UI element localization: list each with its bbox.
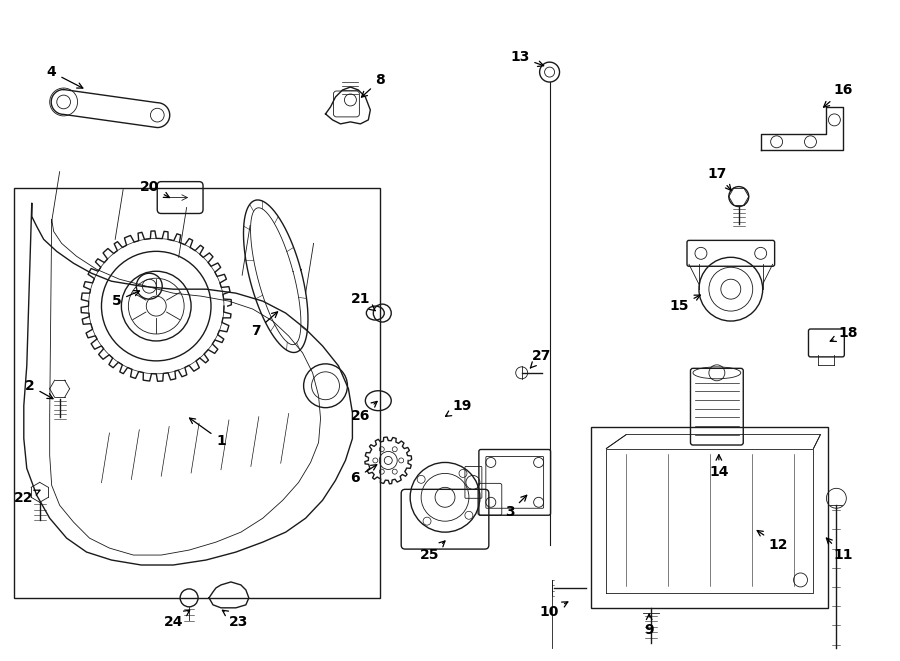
Text: 22: 22: [14, 490, 40, 505]
Bar: [14, 188, 381, 598]
Text: 2: 2: [25, 379, 53, 399]
Text: 8: 8: [362, 73, 385, 97]
Text: 5: 5: [112, 291, 140, 308]
Text: 23: 23: [222, 610, 248, 629]
Text: 18: 18: [830, 326, 858, 342]
Text: 20: 20: [140, 180, 169, 198]
Text: 6: 6: [351, 465, 377, 485]
Text: 7: 7: [251, 312, 277, 338]
Text: 1: 1: [190, 418, 226, 447]
Text: 10: 10: [540, 602, 568, 619]
Text: 13: 13: [510, 50, 544, 67]
Text: 3: 3: [505, 495, 526, 520]
Text: 4: 4: [47, 65, 83, 88]
Text: 11: 11: [826, 538, 853, 562]
Text: 26: 26: [351, 401, 377, 422]
Text: 14: 14: [709, 455, 729, 479]
Bar: [591, 426, 828, 608]
Text: 25: 25: [420, 541, 445, 562]
Text: 15: 15: [670, 295, 700, 313]
Text: 24: 24: [164, 610, 190, 629]
Text: 17: 17: [707, 167, 731, 190]
Text: 27: 27: [530, 349, 552, 368]
Text: 19: 19: [446, 399, 472, 416]
Text: 21: 21: [351, 292, 375, 311]
Text: 9: 9: [644, 614, 654, 637]
Text: 12: 12: [757, 531, 788, 552]
Text: 16: 16: [824, 83, 853, 107]
